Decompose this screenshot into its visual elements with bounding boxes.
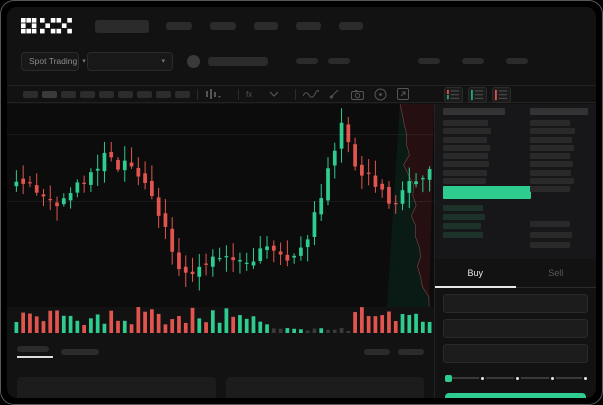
svg-text:fx: fx	[246, 90, 252, 99]
